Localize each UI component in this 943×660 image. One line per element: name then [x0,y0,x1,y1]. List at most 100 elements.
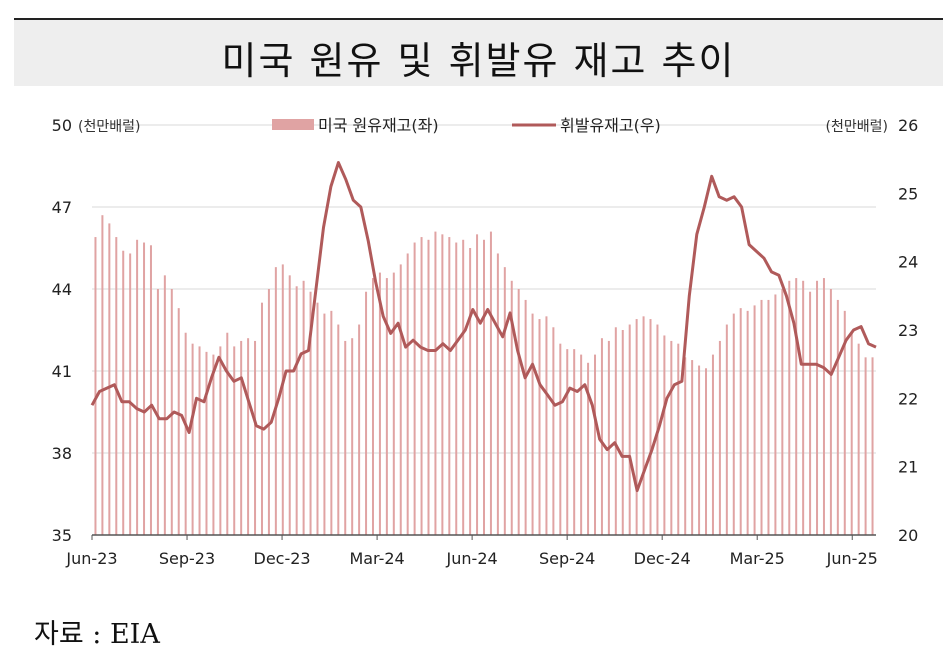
title-bar: 미국 원유 및 휘발유 재고 추이 [14,18,943,86]
bar [371,278,374,535]
legend-line-label: 휘발유재고(우) [560,116,661,135]
bar [829,289,832,535]
bar [247,338,250,535]
bar [600,338,603,535]
left-axis-unit: (천만배럴) [78,119,140,135]
bar [358,324,361,535]
bar [462,239,465,536]
x-tick-label: Jun-24 [446,549,498,568]
bar [288,275,291,535]
bar [344,340,347,535]
bar [836,299,839,535]
bar [871,357,874,535]
bar [94,237,97,536]
x-tick-label: Sep-24 [539,549,595,568]
bar [781,289,784,535]
bar [406,253,409,535]
bar [767,299,770,535]
bar [427,239,430,536]
bar [850,332,853,535]
bar [476,234,479,536]
bar [469,248,472,535]
chart: Jun-23 Sep-23 Dec-23 Mar-24 Jun-24 Sep-24 Dec-… [52,116,919,568]
right-axis-unit: (천만배럴) [826,119,888,135]
bar [691,360,694,535]
bar [718,340,721,535]
bar [129,253,132,535]
bar [323,313,326,535]
bar [184,332,187,535]
left-tick-label: 38 [52,444,72,463]
bar [510,280,513,535]
bar [524,299,527,535]
bar [698,365,701,535]
bar [441,234,444,536]
bar [635,319,638,535]
bar [260,302,263,535]
bar [163,275,166,535]
bar [483,239,485,536]
bar [267,289,270,535]
bar [302,280,305,535]
left-axis-ticks: 35 38 41 44 47 50 [52,116,72,545]
bar [628,324,631,535]
bar [614,327,617,535]
page-title: 미국 원유 및 휘발유 재고 추이 [221,39,736,83]
bar [760,299,763,535]
bar [385,278,388,535]
bar [795,278,798,535]
bar [309,291,312,535]
legend: 미국 원유재고(좌) 휘발유재고(우) [272,116,661,135]
bar [531,313,534,535]
left-tick-label: 41 [52,362,72,381]
right-tick-label: 26 [898,116,918,135]
bar [254,340,257,535]
bar [101,215,104,535]
bar [802,280,805,535]
bar [392,272,395,535]
x-tick-label: Mar-24 [349,549,404,568]
legend-bar-label: 미국 원유재고(좌) [318,116,439,135]
x-tick-label: Sep-23 [159,549,215,568]
right-tick-label: 23 [898,321,918,340]
bar [170,289,173,535]
bar [732,313,735,535]
x-tick-label: Jun-23 [65,549,117,568]
bar [739,308,742,535]
bar [788,280,791,535]
bar [281,264,284,535]
bar [642,316,645,535]
bar [136,239,139,536]
bar [753,305,756,535]
bar [226,332,229,535]
bar [559,343,562,535]
bar [378,272,381,535]
left-tick-label: 35 [52,526,72,545]
bar [240,340,243,535]
bar [621,330,624,535]
x-tick-label: Dec-24 [634,549,691,568]
bar [365,291,368,535]
bar [489,231,492,535]
bar [503,267,506,535]
bar [725,324,728,535]
bar [774,294,777,535]
bar [413,242,416,536]
bar [149,245,152,535]
bar [143,242,146,536]
bar [198,346,201,535]
bar [711,354,714,535]
bar [663,335,666,535]
bar [843,310,846,535]
bar [857,343,860,535]
bar [552,327,555,535]
bar [156,289,159,535]
bar [746,310,749,535]
x-tick-label: Mar-25 [730,549,785,568]
bar [545,316,548,535]
left-tick-label: 50 [52,116,72,135]
right-tick-label: 25 [898,184,918,203]
bar [351,338,354,535]
source-note: 자료 : EIA [34,619,160,650]
left-tick-label: 47 [52,198,72,217]
